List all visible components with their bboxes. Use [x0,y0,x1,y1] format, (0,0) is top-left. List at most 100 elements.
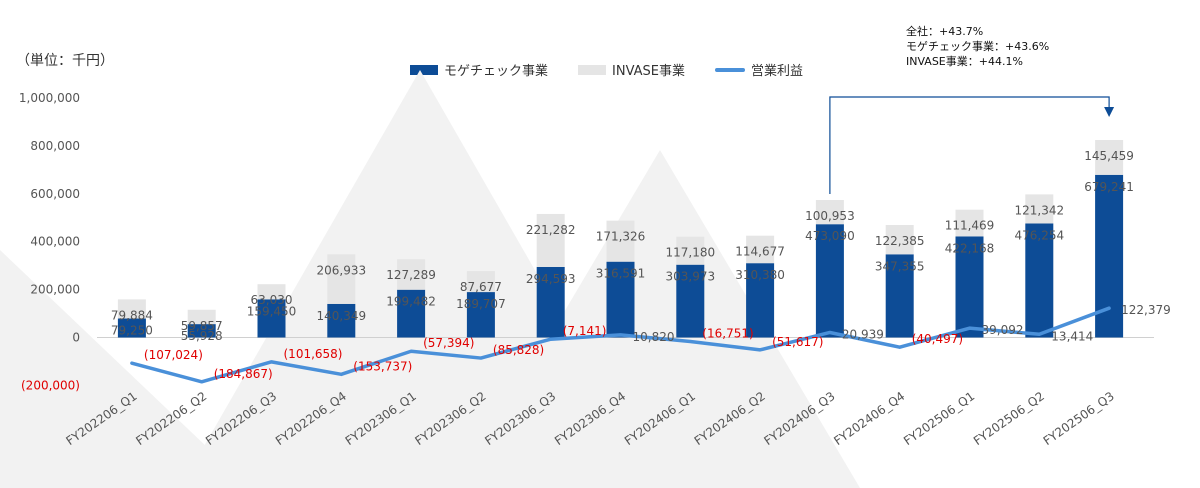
x-tick-label: FY202506_Q2 [971,389,1047,448]
bar-invase [746,235,775,264]
bar-invase [885,224,914,255]
data-label-mogechek: 189,707 [456,297,506,311]
bar-invase [466,271,495,293]
y-tick-label: 800,000 [30,139,80,153]
data-label-mogechek: 316,591 [596,267,646,281]
bar-invase [1025,194,1054,224]
bar-mogechek [955,236,984,338]
data-label-invase: 111,469 [945,219,995,233]
data-label-profit: (184,867) [214,367,273,381]
data-label-profit: 20,939 [842,327,884,341]
bar-invase [815,200,844,225]
growth-arrow-head [1104,107,1115,117]
bar-invase [1095,139,1124,175]
data-label-mogechek: 679,241 [1084,180,1134,194]
data-label-profit: 13,414 [1051,329,1093,343]
bar-mogechek [327,303,356,338]
bar-mogechek [1025,223,1054,338]
y-tick-label: 200,000 [30,283,80,297]
data-label-profit: (85,828) [493,343,544,357]
data-label-mogechek: 422,168 [945,241,995,255]
data-label-mogechek: 473,090 [805,229,855,243]
data-label-profit: (107,024) [144,348,203,362]
legend-item-profit: 営業利益 [715,60,803,79]
data-label-profit: (153,737) [353,359,412,373]
bar-mogechek [885,254,914,338]
data-label-mogechek: 159,450 [247,304,297,318]
data-label-mogechek: 199,482 [386,295,436,309]
data-label-invase: 114,677 [735,245,785,259]
y-tick-label: (200,000) [21,378,80,392]
legend-item-invase: INVASE事業 [578,60,685,79]
data-label-invase: 206,933 [316,263,366,277]
bar-mogechek [117,318,146,338]
data-label-profit: (101,658) [284,347,343,361]
x-tick-label: FY202506_Q1 [901,389,977,448]
y-tick-label: 1,000,000 [19,91,80,105]
data-label-mogechek: 310,380 [735,268,785,282]
legend-swatch-profit [715,67,745,72]
data-label-profit: (40,497) [912,332,963,346]
data-label-invase: 63,030 [251,293,293,307]
data-label-invase: 79,884 [111,308,153,322]
data-label-invase: 59,857 [181,319,223,333]
bar-mogechek [466,292,495,338]
data-label-profit: (7,141) [563,324,607,338]
data-label-profit: (16,751) [702,327,753,341]
data-label-invase: 87,677 [460,280,502,294]
bar-mogechek [536,266,565,338]
data-label-mogechek: 294,593 [526,272,576,286]
data-label-profit: 122,379 [1121,303,1171,317]
y-tick-label: 400,000 [30,235,80,249]
legend-label-mogechek: モゲチェック事業 [444,64,549,79]
data-label-invase: 127,289 [386,268,436,282]
growth-annotation: 全社：+43.7% モゲチェック事業：+43.6% INVASE事業：+44.1… [906,24,1049,69]
bar-invase [955,209,984,237]
data-label-mogechek: 476,254 [1014,228,1064,242]
data-label-mogechek: 55,928 [181,329,223,343]
data-label-mogechek: 79,250 [111,324,153,338]
data-label-invase: 171,326 [596,230,646,244]
bar-invase [327,254,356,304]
line-operating-profit [130,306,1111,384]
growth-arrow-line [829,96,1110,195]
data-label-invase: 221,282 [526,223,576,237]
data-label-profit: (57,394) [423,336,474,350]
growth-total: 全社：+43.7% [906,25,984,38]
bar-invase [187,309,216,325]
legend-item-mogechek: モゲチェック事業 [410,60,548,79]
background-triangle [0,250,250,488]
legend-swatch-mogechek [410,64,438,75]
bar-mogechek [187,324,216,338]
data-label-profit: 39,092 [982,323,1024,337]
bar-mogechek [606,261,635,338]
data-label-profit: 10,820 [633,330,675,344]
x-tick-label: FY202406_Q4 [831,389,907,448]
data-label-mogechek: 140,349 [316,309,366,323]
data-label-invase: 100,953 [805,209,855,223]
bar-mogechek [815,224,844,338]
bar-invase [536,213,565,267]
growth-invase: INVASE事業：+44.1% [906,55,1023,68]
bar-mogechek [257,299,286,338]
data-label-profit: (51,617) [772,335,823,349]
bar-mogechek [746,263,775,338]
data-label-invase: 117,180 [665,246,715,260]
y-tick-label: 0 [72,331,80,345]
growth-mogechek: モゲチェック事業：+43.6% [906,40,1050,53]
background-triangle [460,150,860,488]
bar-mogechek [397,289,426,338]
y-tick-label: 600,000 [30,187,80,201]
data-label-invase: 121,342 [1014,203,1064,217]
bar-invase [257,284,286,300]
bar-invase [606,220,635,262]
data-label-mogechek: 347,355 [875,259,925,273]
legend-label-profit: 営業利益 [751,64,804,79]
data-label-invase: 145,459 [1084,149,1134,163]
x-tick-label: FY202506_Q3 [1041,389,1117,448]
legend: モゲチェック事業 INVASE事業 営業利益 [410,60,833,79]
unit-label: （単位：千円） [16,53,114,69]
legend-swatch-invase [578,64,607,75]
bar-invase [397,259,426,290]
